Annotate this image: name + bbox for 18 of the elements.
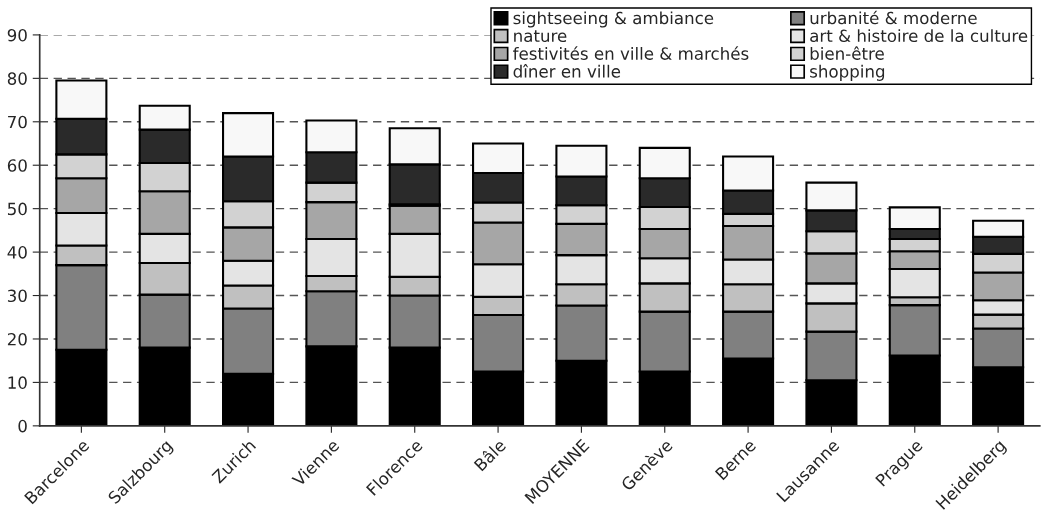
y-tick-label: 0 bbox=[18, 419, 27, 433]
y-tick-label: 20 bbox=[7, 332, 27, 346]
y-tick-label: 70 bbox=[8, 115, 27, 129]
legend-label: festivités en ville & marchés bbox=[513, 46, 749, 60]
y-tick-label: 40 bbox=[7, 246, 27, 259]
y-tick-label: 90 bbox=[7, 28, 27, 42]
legend-label: shopping bbox=[810, 64, 885, 81]
legend-label: bien-être bbox=[810, 46, 884, 60]
legend-label: urbanité & moderne bbox=[810, 10, 977, 25]
legend-label: dîner en ville bbox=[513, 64, 621, 78]
legend-label: sightseeing & ambiance bbox=[513, 11, 714, 28]
y-tick-label: 80 bbox=[7, 72, 27, 85]
y-tick-label: 60 bbox=[7, 159, 27, 172]
y-tick-label: 50 bbox=[7, 202, 27, 216]
legend-label: nature bbox=[514, 30, 567, 43]
y-tick-label: 30 bbox=[7, 289, 27, 303]
y-tick-label: 10 bbox=[8, 376, 27, 389]
legend-label: art & histoire de la culture bbox=[810, 29, 1028, 43]
